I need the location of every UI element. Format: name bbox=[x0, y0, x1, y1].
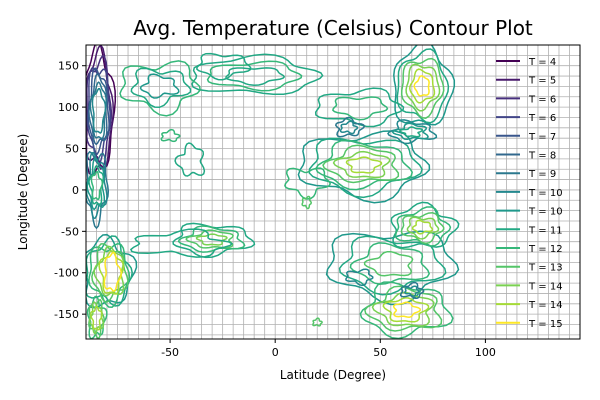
contour-line bbox=[398, 126, 424, 138]
contour-line bbox=[334, 116, 366, 138]
legend-label: T = 6 bbox=[528, 94, 556, 105]
contour-line bbox=[88, 72, 108, 146]
contour-line bbox=[139, 73, 180, 99]
x-tick-label: 100 bbox=[475, 346, 496, 359]
legend-label: T = 15 bbox=[528, 319, 563, 330]
legend-label: T = 7 bbox=[528, 132, 556, 143]
contour-line bbox=[405, 63, 441, 112]
chart-title: Avg. Temperature (Celsius) Contour Plot bbox=[133, 16, 533, 40]
contour-line bbox=[349, 242, 431, 285]
contour-line bbox=[225, 67, 286, 87]
y-axis: -150 -100 -50 0 50 100 150 bbox=[54, 60, 86, 321]
contour-line bbox=[172, 222, 256, 259]
contour-line bbox=[88, 164, 105, 206]
y-tick-label: 150 bbox=[58, 60, 79, 73]
contour-line bbox=[312, 317, 323, 327]
grid-lines bbox=[86, 44, 580, 339]
legend-label: T = 8 bbox=[528, 151, 556, 162]
y-tick-label: -150 bbox=[54, 308, 79, 321]
y-tick-label: 50 bbox=[65, 143, 79, 156]
contour-line bbox=[394, 206, 452, 247]
legend: T = 4 T = 5 T = 6 T = 6 T = 7 T = 8 T = 9 T = 1… bbox=[496, 57, 563, 330]
y-tick-label: 100 bbox=[58, 101, 79, 114]
x-tick-label: 50 bbox=[373, 346, 387, 359]
contour-line bbox=[90, 170, 104, 201]
contour-line bbox=[345, 268, 374, 287]
legend-label: T = 6 bbox=[528, 113, 556, 124]
contour-line bbox=[332, 150, 391, 179]
legend-label: T = 5 bbox=[528, 76, 556, 87]
contour-line bbox=[411, 219, 434, 235]
legend-label: T = 10 bbox=[528, 188, 563, 199]
contour-line bbox=[363, 250, 414, 277]
contour-line bbox=[88, 242, 131, 308]
contour-line bbox=[322, 144, 400, 184]
y-tick-label: 0 bbox=[72, 184, 79, 197]
contour-line bbox=[396, 48, 450, 124]
contour-line bbox=[174, 142, 206, 177]
contour-line bbox=[392, 301, 422, 318]
contour-line bbox=[382, 297, 430, 323]
legend-label: T = 9 bbox=[528, 169, 556, 180]
contour-line bbox=[89, 305, 103, 331]
y-axis-label: Longitude (Degree) bbox=[16, 134, 30, 251]
contour-line bbox=[409, 68, 436, 104]
contour-line bbox=[91, 87, 107, 134]
x-tick-label: 0 bbox=[272, 346, 279, 359]
legend-label: T = 4 bbox=[528, 57, 556, 68]
contour-line bbox=[130, 67, 192, 109]
contour-line bbox=[391, 122, 429, 141]
contour-line bbox=[86, 233, 138, 309]
contour-line bbox=[400, 57, 445, 119]
contour-line bbox=[406, 216, 440, 240]
x-axis: -50 0 50 100 bbox=[161, 339, 496, 359]
legend-label: T = 13 bbox=[528, 263, 563, 274]
contour-line bbox=[196, 52, 252, 81]
legend-label: T = 12 bbox=[528, 244, 563, 255]
legend-label: T = 14 bbox=[528, 300, 563, 311]
contour-line bbox=[103, 251, 123, 293]
contour-line bbox=[284, 167, 332, 200]
contour-line bbox=[332, 96, 389, 121]
y-tick-label: -50 bbox=[61, 225, 79, 238]
contour-line bbox=[400, 212, 445, 245]
legend-label: T = 10 bbox=[528, 207, 563, 218]
x-axis-label: Latitude (Degree) bbox=[280, 368, 386, 382]
legend-label: T = 14 bbox=[528, 281, 563, 292]
contour-line bbox=[129, 228, 234, 258]
contour-line bbox=[314, 87, 405, 128]
contour-line bbox=[160, 128, 181, 143]
contour-line bbox=[89, 81, 108, 140]
contour-line bbox=[390, 201, 460, 249]
contour-line bbox=[308, 137, 423, 199]
contour-line bbox=[119, 60, 201, 117]
contour-lines bbox=[86, 45, 460, 339]
y-tick-label: -100 bbox=[54, 267, 79, 280]
contour-line bbox=[93, 245, 125, 297]
contour-line bbox=[413, 75, 430, 97]
legend-label: T = 11 bbox=[528, 225, 563, 236]
contour-line bbox=[88, 301, 105, 335]
contour-line bbox=[404, 285, 420, 297]
contour-line bbox=[399, 281, 425, 300]
plot-frame bbox=[85, 44, 581, 340]
x-tick-label: -50 bbox=[161, 346, 179, 359]
contour-line bbox=[339, 120, 359, 135]
contour-line bbox=[191, 53, 324, 96]
contour-line bbox=[195, 233, 228, 246]
contour-line bbox=[301, 195, 312, 210]
contour-line bbox=[86, 157, 106, 211]
contour-line bbox=[345, 156, 383, 174]
contour-line bbox=[338, 235, 447, 296]
